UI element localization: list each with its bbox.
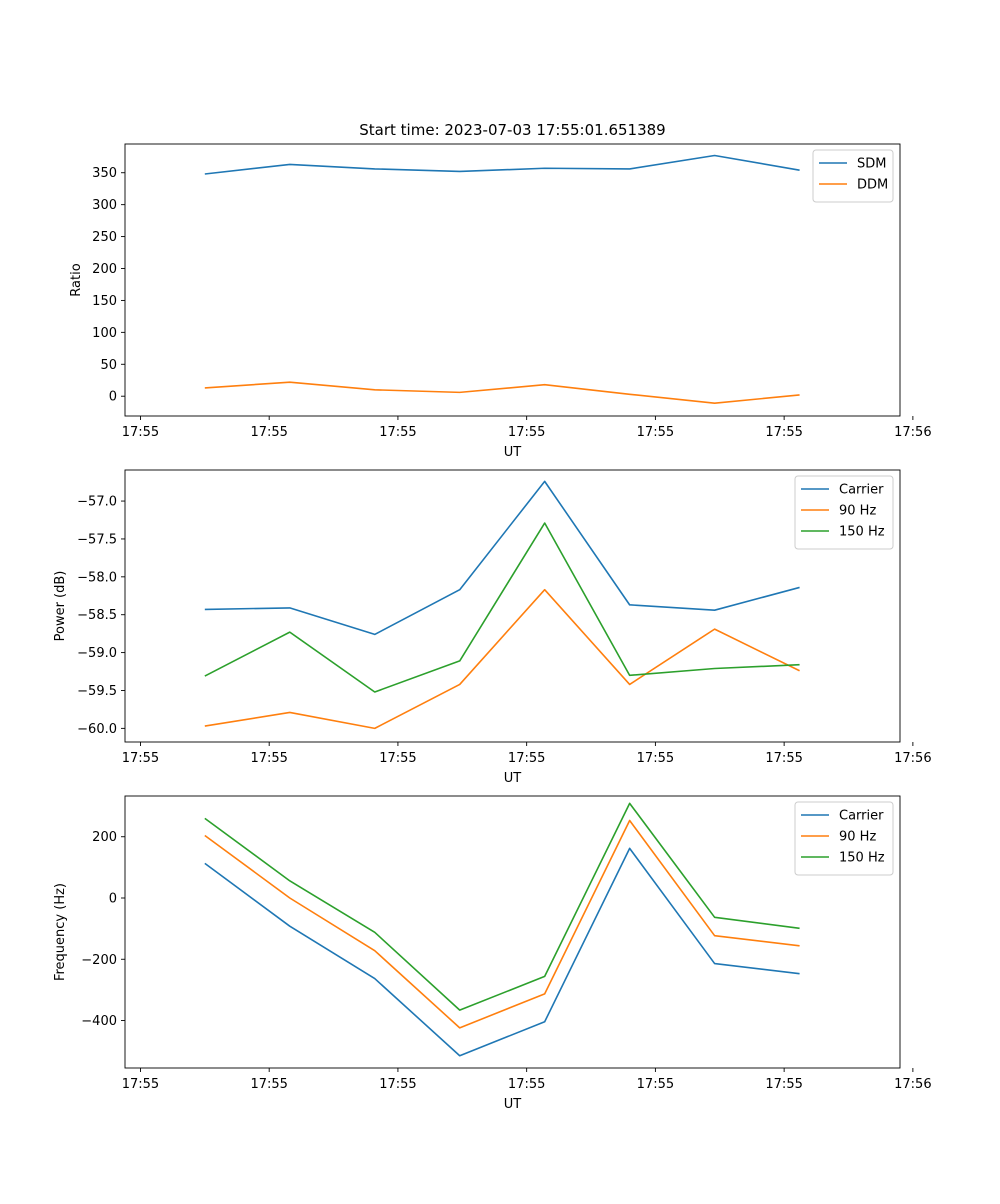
y-tick-label: 350 xyxy=(92,166,117,181)
series-line-90-hz xyxy=(204,588,800,730)
x-tick-label: 17:55 xyxy=(122,1077,159,1092)
y-tick-label: −57.0 xyxy=(77,495,117,510)
legend-label: DDM xyxy=(857,178,888,193)
y-axis-label: Frequency (Hz) xyxy=(53,883,68,981)
x-tick-label: 17:55 xyxy=(379,425,416,440)
y-tick-label: −200 xyxy=(81,953,117,968)
legend-label: Carrier xyxy=(839,483,884,498)
y-tick-label: 200 xyxy=(92,262,117,277)
legend-label: 150 Hz xyxy=(839,851,885,866)
x-axis-label: UT xyxy=(504,445,522,460)
x-tick-label: 17:56 xyxy=(894,1077,931,1092)
x-tick-label: 17:55 xyxy=(508,1077,545,1092)
y-tick-label: 250 xyxy=(92,230,117,245)
y-tick-label: −58.5 xyxy=(77,608,117,623)
legend-label: Carrier xyxy=(839,809,884,824)
x-tick-label: 17:56 xyxy=(894,425,931,440)
series-line-sdm xyxy=(204,154,800,175)
x-tick-label: 17:55 xyxy=(250,751,287,766)
series-line-150-hz xyxy=(204,522,800,693)
legend-label: 90 Hz xyxy=(839,830,876,845)
y-tick-label: 0 xyxy=(109,892,117,907)
x-tick-label: 17:55 xyxy=(122,751,159,766)
x-axis-label: UT xyxy=(504,1097,522,1112)
y-tick-label: −59.5 xyxy=(77,684,117,699)
y-tick-label: 50 xyxy=(100,358,117,373)
subplot-1: Start time: 2023-07-03 17:55:01.651389 17… xyxy=(69,121,932,460)
y-tick-label: 0 xyxy=(109,390,117,405)
series-line-150-hz xyxy=(204,802,800,1011)
y-tick-label: 150 xyxy=(92,294,117,309)
series-line-carrier xyxy=(204,847,800,1057)
x-tick-label: 17:55 xyxy=(379,1077,416,1092)
y-axis-label: Ratio xyxy=(69,263,84,296)
series-line-90-hz xyxy=(204,819,800,1029)
x-tick-label: 17:55 xyxy=(379,751,416,766)
x-tick-label: 17:55 xyxy=(508,425,545,440)
y-tick-label: 100 xyxy=(92,326,117,341)
series-line-carrier xyxy=(204,480,800,636)
legend: Carrier 90 Hz 150 Hz xyxy=(794,801,894,876)
legend-label: 150 Hz xyxy=(839,525,885,540)
legend-label: 90 Hz xyxy=(839,504,876,519)
legend: SDM DDM xyxy=(812,149,894,203)
y-tick-label: 300 xyxy=(92,198,117,213)
x-tick-label: 17:56 xyxy=(894,751,931,766)
x-tick-label: 17:55 xyxy=(637,751,674,766)
x-tick-label: 17:55 xyxy=(508,751,545,766)
y-tick-label: −59.0 xyxy=(77,646,117,661)
x-tick-label: 17:55 xyxy=(637,425,674,440)
x-axis-label: UT xyxy=(504,771,522,786)
y-tick-label: 200 xyxy=(92,830,117,845)
x-tick-label: 17:55 xyxy=(765,1077,802,1092)
y-tick-label: −60.0 xyxy=(77,722,117,737)
x-tick-label: 17:55 xyxy=(765,425,802,440)
x-tick-label: 17:55 xyxy=(765,751,802,766)
legend-label: SDM xyxy=(857,157,886,172)
x-tick-label: 17:55 xyxy=(637,1077,674,1092)
axes-frame xyxy=(124,469,901,743)
y-tick-label: −58.0 xyxy=(77,570,117,585)
chart-title: Start time: 2023-07-03 17:55:01.651389 xyxy=(359,121,665,139)
x-tick-label: 17:55 xyxy=(250,1077,287,1092)
y-tick-label: −400 xyxy=(81,1014,117,1029)
subplot-2: 17:55 17:55 17:55 17:55 17:55 17:55 17:56 −60.0… xyxy=(53,469,932,786)
y-axis-label: Power (dB) xyxy=(53,571,68,642)
subplot-3: 17:55 17:55 17:55 17:55 17:55 17:55 17:56 −400 −… xyxy=(53,795,932,1112)
series-line-ddm xyxy=(204,381,800,405)
axes-frame xyxy=(124,795,901,1069)
legend: Carrier 90 Hz 150 Hz xyxy=(794,475,894,550)
axes-frame xyxy=(124,143,901,417)
x-tick-label: 17:55 xyxy=(250,425,287,440)
y-tick-label: −57.5 xyxy=(77,532,117,547)
x-tick-label: 17:55 xyxy=(122,425,159,440)
